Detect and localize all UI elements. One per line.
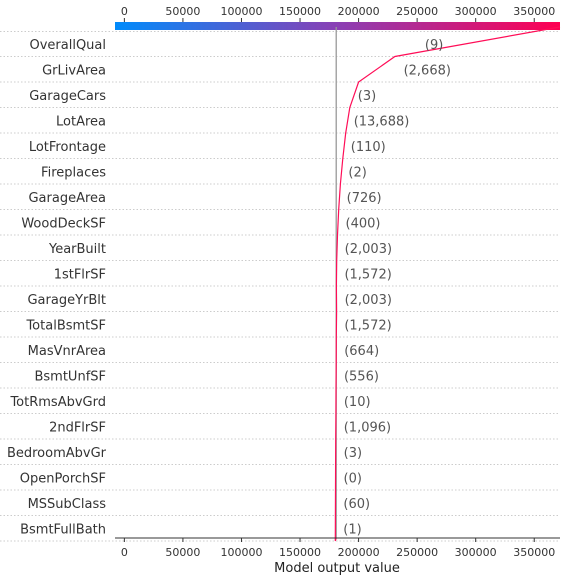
feature-value-label: (110) bbox=[351, 140, 386, 155]
feature-label: 1stFlrSF bbox=[54, 268, 106, 283]
feature-value-label: (2) bbox=[348, 166, 366, 181]
top-tick-label: 100000 bbox=[220, 5, 262, 18]
feature-value-label: (13,688) bbox=[354, 115, 410, 130]
feature-label: Fireplaces bbox=[41, 166, 106, 181]
feature-label: BsmtUnfSF bbox=[34, 370, 106, 385]
feature-label: LotArea bbox=[56, 115, 106, 130]
feature-label: GarageYrBlt bbox=[27, 293, 106, 308]
colorbar-gradient bbox=[115, 22, 560, 30]
feature-value-label: (60) bbox=[343, 497, 370, 512]
decision-path bbox=[335, 27, 560, 541]
bottom-tick-label: 200000 bbox=[338, 546, 380, 559]
feature-label: BedroomAbvGr bbox=[7, 446, 107, 461]
feature-value-label: (400) bbox=[346, 217, 381, 232]
feature-label: 2ndFlrSF bbox=[49, 421, 106, 436]
feature-label: GrLivArea bbox=[42, 64, 106, 79]
bottom-tick-label: 150000 bbox=[279, 546, 321, 559]
feature-value-label: (556) bbox=[344, 370, 379, 385]
feature-value-label: (1,572) bbox=[344, 319, 391, 334]
top-tick-label: 200000 bbox=[338, 5, 380, 18]
top-tick-label: 250000 bbox=[396, 5, 438, 18]
bottom-tick-label: 350000 bbox=[513, 546, 555, 559]
feature-value-labels: (9) (2,668) (3) (13,688) (110) (2) (726) (400) (… bbox=[343, 38, 451, 538]
row-gridlines bbox=[0, 32, 560, 542]
feature-label: BsmtFullBath bbox=[20, 523, 106, 538]
feature-label: YearBuilt bbox=[48, 242, 106, 257]
top-tick-label: 300000 bbox=[455, 5, 497, 18]
x-axis-title: Model output value bbox=[274, 561, 400, 576]
feature-value-label: (664) bbox=[344, 344, 379, 359]
feature-labels: OverallQual GrLivArea GarageCars LotArea Lot… bbox=[7, 38, 107, 538]
bottom-tick-label: 50000 bbox=[165, 546, 200, 559]
feature-value-label: (0) bbox=[344, 472, 362, 487]
feature-value-label: (9) bbox=[425, 38, 443, 53]
feature-value-label: (10) bbox=[344, 395, 371, 410]
feature-value-label: (2,668) bbox=[404, 64, 451, 79]
feature-label: TotalBsmtSF bbox=[25, 319, 106, 334]
top-tick-label: 50000 bbox=[165, 5, 200, 18]
feature-value-label: (1,096) bbox=[344, 421, 391, 436]
feature-label: GarageArea bbox=[28, 191, 106, 206]
feature-label: GarageCars bbox=[29, 89, 106, 104]
feature-value-label: (1) bbox=[343, 523, 361, 538]
top-axis: 0 50000 100000 150000 200000 250000 300000 3500… bbox=[121, 5, 555, 22]
feature-label: WoodDeckSF bbox=[21, 217, 106, 232]
decision-line bbox=[335, 27, 560, 541]
feature-label: MSSubClass bbox=[28, 497, 107, 512]
feature-value-label: (3) bbox=[358, 89, 376, 104]
top-tick-label: 150000 bbox=[279, 5, 321, 18]
feature-label: MasVnrArea bbox=[28, 344, 106, 359]
bottom-tick-label: 0 bbox=[121, 546, 128, 559]
feature-value-label: (2,003) bbox=[345, 293, 392, 308]
feature-label: LotFrontage bbox=[29, 140, 106, 155]
feature-label: OpenPorchSF bbox=[20, 472, 106, 487]
bottom-tick-label: 100000 bbox=[220, 546, 262, 559]
colorbar bbox=[115, 22, 560, 30]
bottom-tick-label: 300000 bbox=[455, 546, 497, 559]
feature-value-label: (3) bbox=[344, 446, 362, 461]
top-tick-label: 350000 bbox=[513, 5, 555, 18]
feature-value-label: (2,003) bbox=[345, 242, 392, 257]
feature-value-label: (726) bbox=[347, 191, 382, 206]
feature-label: OverallQual bbox=[29, 38, 106, 53]
top-tick-label: 0 bbox=[121, 5, 128, 18]
bottom-tick-label: 250000 bbox=[396, 546, 438, 559]
feature-value-label: (1,572) bbox=[344, 268, 391, 283]
feature-label: TotRmsAbvGrd bbox=[9, 395, 106, 410]
